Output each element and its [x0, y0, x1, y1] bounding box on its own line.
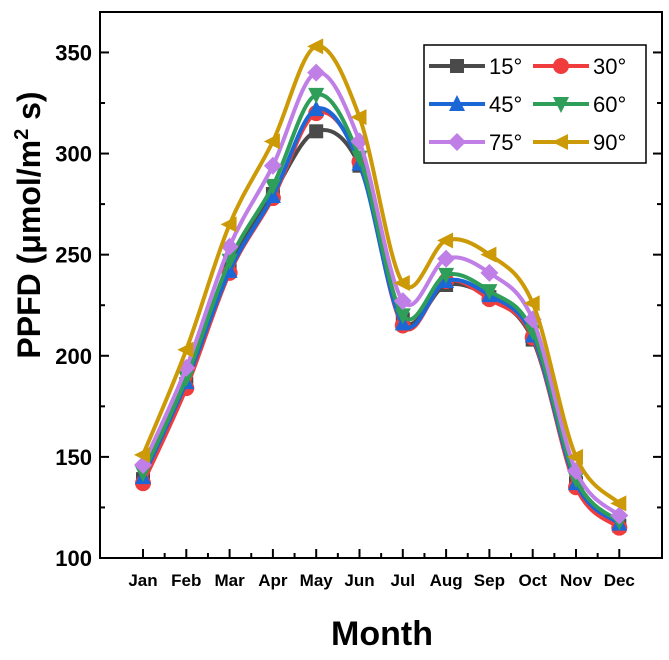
- x-tick-label: Aug: [430, 571, 463, 590]
- y-tick-label: 100: [55, 546, 92, 571]
- legend-item: 60°: [533, 92, 626, 117]
- series-line: [141, 44, 621, 505]
- legend-marker: [553, 58, 569, 74]
- legend-marker: [449, 95, 465, 111]
- data-point: [523, 295, 540, 312]
- x-tick-label: Dec: [604, 571, 635, 590]
- data-point: [610, 495, 627, 512]
- data-point: [135, 466, 151, 483]
- y-axis: 100 150 200 250 300 350: [55, 40, 662, 571]
- y-axis-title: PPFD (μmol/m2 s): [11, 91, 47, 358]
- data-point: [437, 249, 456, 268]
- y-axis-title-main: PPFD (μmol/m: [11, 140, 47, 359]
- data-point: [438, 267, 455, 284]
- x-tick-label: Feb: [171, 571, 201, 590]
- x-tick-label: Mar: [214, 571, 245, 590]
- data-point: [264, 178, 281, 195]
- legend-marker: [553, 97, 569, 113]
- legend-label: 15°: [489, 54, 522, 79]
- series-line: [141, 128, 621, 528]
- legend-label: 60°: [593, 92, 626, 117]
- x-tick-label: Jul: [391, 571, 416, 590]
- y-axis-title-superscript: 2: [11, 129, 33, 140]
- legend-item: 75°: [429, 130, 522, 155]
- legend-marker: [552, 134, 568, 150]
- series-line: [141, 70, 621, 518]
- x-tick-label: Jan: [128, 571, 157, 590]
- data-point: [394, 308, 411, 325]
- legend-label: 45°: [489, 92, 522, 117]
- data-point: [393, 292, 412, 311]
- data-point: [437, 232, 454, 249]
- x-tick-label: Apr: [258, 571, 288, 590]
- legend-item: 45°: [429, 92, 522, 117]
- data-point: [308, 100, 325, 117]
- series-line: [141, 110, 621, 530]
- legend-label: 30°: [593, 54, 626, 79]
- legend-label: 75°: [489, 130, 522, 155]
- y-tick-label: 350: [55, 40, 92, 65]
- legend: 15° 30° 45° 60° 75° 90°: [423, 44, 647, 164]
- x-tick-label: Oct: [519, 571, 548, 590]
- data-point: [263, 156, 282, 175]
- data-point: [264, 187, 281, 204]
- series-triangle-left: [134, 38, 627, 512]
- data-point: [350, 109, 367, 126]
- legend-item: 15°: [429, 54, 522, 79]
- series-layer: [134, 38, 629, 536]
- data-point: [308, 87, 325, 104]
- data-point: [134, 446, 150, 463]
- data-point: [220, 237, 239, 256]
- data-point: [307, 38, 324, 55]
- y-tick-label: 200: [55, 344, 92, 369]
- data-point: [220, 216, 237, 233]
- data-point: [263, 133, 280, 150]
- series-line: [141, 92, 621, 524]
- y-tick-label: 150: [55, 445, 92, 470]
- data-point: [393, 274, 410, 291]
- data-point: [309, 124, 324, 139]
- y-tick-label: 300: [55, 142, 92, 167]
- data-point: [480, 263, 499, 282]
- y-tick-label: 250: [55, 243, 92, 268]
- legend-marker: [450, 59, 464, 73]
- x-tick-label: Jun: [344, 571, 374, 590]
- x-axis: Jan Feb Mar Apr May Jun Jul Aug Sep Oct Nov Dec: [128, 549, 635, 590]
- y-axis-title-tail: s): [11, 91, 47, 128]
- x-tick-label: Sep: [474, 571, 505, 590]
- data-point: [307, 63, 326, 82]
- legend-item: 90°: [533, 130, 626, 155]
- data-point: [480, 246, 497, 263]
- x-tick-label: May: [300, 571, 334, 590]
- data-point: [567, 448, 583, 465]
- data-point: [177, 341, 194, 358]
- data-point: [481, 284, 498, 301]
- legend-item: 30°: [533, 54, 626, 79]
- x-tick-label: Nov: [560, 571, 593, 590]
- legend-marker: [448, 133, 466, 151]
- x-axis-title: Month: [331, 615, 433, 653]
- legend-label: 90°: [593, 130, 626, 155]
- data-point: [610, 506, 629, 525]
